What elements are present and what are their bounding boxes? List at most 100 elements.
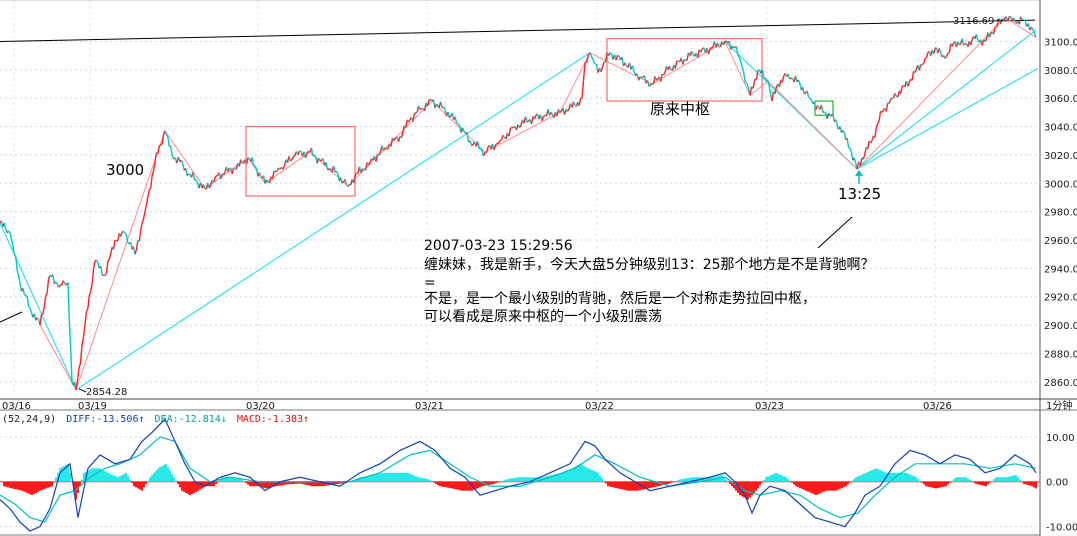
- price-segment: [278, 167, 281, 170]
- note-answer-line2: 可以看成是原来中枢的一个小级别震荡: [424, 309, 662, 325]
- price-segment: [400, 131, 404, 138]
- price-segment: [432, 99, 436, 108]
- price-segment: [655, 78, 659, 81]
- date-tick: 03/21: [415, 401, 444, 412]
- price-segment: [862, 153, 866, 160]
- price-segment: [78, 362, 82, 369]
- price-segment: [938, 47, 942, 54]
- price-segment: [842, 129, 845, 133]
- price-segment: [92, 261, 96, 270]
- price-segment: [899, 86, 903, 95]
- price-segment: [476, 141, 480, 149]
- price-segment: [961, 38, 965, 45]
- price-segment: [68, 320, 72, 348]
- date-tick: 03/19: [78, 401, 107, 412]
- price-segment: [171, 154, 175, 159]
- price-segment: [508, 127, 512, 137]
- price-segment: [434, 104, 437, 108]
- price-segment: [820, 104, 824, 113]
- price-segment: [513, 125, 516, 128]
- timeframe-label[interactable]: 1分钟: [1046, 399, 1072, 412]
- high-label: 3116.69: [953, 16, 994, 27]
- price-segment: [797, 79, 801, 85]
- price-segment: [794, 75, 798, 82]
- price-segment: [251, 157, 255, 166]
- price-segment: [90, 282, 93, 292]
- price-segment: [480, 148, 483, 151]
- price-segment: [697, 49, 700, 58]
- low-label: 2854.28: [86, 387, 127, 398]
- price-segment: [471, 144, 474, 147]
- price-grid: [0, 40, 1040, 383]
- price-segment: [624, 62, 628, 67]
- price-y-tick: 2960.00: [1044, 236, 1077, 247]
- price-segment: [988, 33, 992, 38]
- price-segment: [81, 336, 85, 346]
- price-segment: [914, 69, 918, 73]
- resistance-line: [0, 19, 1036, 42]
- price-segment: [367, 161, 371, 166]
- price-segment: [28, 305, 31, 309]
- price-segment: [268, 176, 272, 183]
- price-segment: [52, 274, 55, 284]
- price-segment: [426, 99, 430, 107]
- price-segment: [572, 101, 576, 106]
- price-segment: [768, 86, 772, 95]
- price-segment: [609, 52, 612, 55]
- price-segment: [130, 242, 133, 250]
- price-segment: [456, 122, 459, 125]
- price-segment: [663, 71, 666, 76]
- price-segment: [265, 179, 269, 183]
- price-segment: [135, 240, 139, 250]
- price-segment: [87, 295, 90, 309]
- note-answer-line1: 不是，是一个最小级别的背驰，然后是一个对称走势拉回中枢，: [424, 290, 816, 307]
- price-segment: [247, 157, 250, 160]
- price-segment: [907, 82, 910, 87]
- zhongshu-box: [814, 100, 834, 116]
- price-segment: [341, 181, 345, 184]
- price-segment: [518, 124, 522, 128]
- price-segment: [984, 38, 988, 42]
- price-segment: [67, 282, 71, 321]
- price-segment: [177, 156, 181, 163]
- price-segment: [864, 147, 867, 154]
- price-segment: [212, 177, 216, 183]
- price-segment: [541, 116, 545, 121]
- price-segment: [390, 137, 394, 147]
- date-tick: 03/16: [2, 401, 31, 412]
- price-segment: [1032, 29, 1036, 34]
- price-segment: [186, 173, 190, 177]
- price-segment: [449, 115, 452, 118]
- price-segment: [502, 134, 506, 138]
- price-segment: [354, 172, 358, 177]
- price-segment: [932, 48, 936, 55]
- price-segment: [738, 56, 742, 61]
- price-segment: [169, 145, 173, 156]
- price-segment: [711, 46, 714, 49]
- note-separator: =: [424, 275, 436, 291]
- price-segment: [454, 116, 458, 123]
- price-segment: [100, 266, 103, 276]
- price-segment: [646, 79, 650, 87]
- price-segment: [91, 268, 95, 284]
- price-segment: [439, 101, 443, 108]
- trend-line: [856, 29, 1037, 170]
- price-segment: [911, 70, 915, 81]
- price-segment: [781, 75, 785, 83]
- note-question: 缠妹妹，我是新手，今天大盘5分钟级别13：25那个地方是不是背驰啊？: [424, 256, 875, 273]
- price-segment: [85, 308, 89, 313]
- price-segment: [752, 78, 756, 89]
- price-segment: [867, 140, 870, 150]
- price-segment: [335, 170, 339, 174]
- price-y-tick: 2900.00: [1044, 321, 1077, 332]
- price-segment: [681, 59, 685, 65]
- price-segment: [104, 273, 107, 276]
- price-segment: [690, 50, 694, 55]
- price-segment: [869, 140, 873, 144]
- price-segment: [8, 230, 11, 234]
- price-segment: [1018, 16, 1022, 25]
- price-segment: [117, 232, 120, 241]
- price-segment: [511, 126, 514, 129]
- price-segment: [297, 150, 301, 156]
- price-segment: [764, 77, 768, 81]
